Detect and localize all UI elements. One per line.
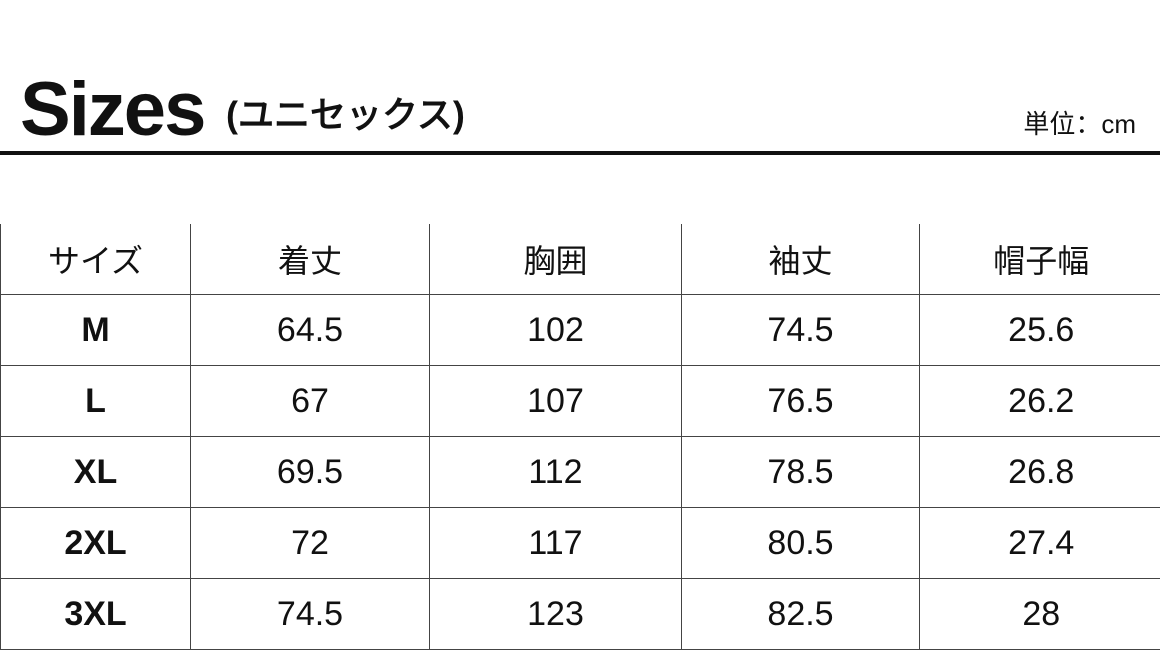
column-header: 帽子幅 — [919, 224, 1160, 295]
unit-label: 単位：cm — [1023, 109, 1136, 139]
size-table: サイズ 着丈 胸囲 袖丈 帽子幅 M 64.5 102 74.5 25.6 L 67 107 7… — [0, 224, 1160, 650]
measurement-cell: 28 — [919, 578, 1160, 650]
size-cell: L — [0, 365, 191, 437]
measurement-cell: 102 — [429, 294, 682, 366]
size-cell: 3XL — [0, 578, 191, 650]
measurement-cell: 69.5 — [190, 436, 430, 508]
page-title: Sizes — [20, 67, 206, 152]
measurement-cell: 64.5 — [190, 294, 430, 366]
table-header-row: サイズ 着丈 胸囲 袖丈 帽子幅 — [0, 224, 1160, 295]
column-header: 胸囲 — [429, 224, 682, 295]
table-row: M 64.5 102 74.5 25.6 — [0, 294, 1160, 366]
measurement-cell: 123 — [429, 578, 682, 650]
table-row: L 67 107 76.5 26.2 — [0, 365, 1160, 437]
measurement-cell: 112 — [429, 436, 682, 508]
measurement-cell: 26.8 — [919, 436, 1160, 508]
title-divider — [0, 151, 1160, 155]
table-row: XL 69.5 112 78.5 26.8 — [0, 436, 1160, 508]
measurement-cell: 80.5 — [681, 507, 920, 579]
measurement-cell: 26.2 — [919, 365, 1160, 437]
measurement-cell: 27.4 — [919, 507, 1160, 579]
column-header: 袖丈 — [681, 224, 920, 295]
measurement-cell: 74.5 — [681, 294, 920, 366]
measurement-cell: 117 — [429, 507, 682, 579]
table-row: 2XL 72 117 80.5 27.4 — [0, 507, 1160, 579]
size-cell: XL — [0, 436, 191, 508]
measurement-cell: 82.5 — [681, 578, 920, 650]
column-header: 着丈 — [190, 224, 430, 295]
column-header: サイズ — [0, 224, 191, 295]
measurement-cell: 76.5 — [681, 365, 920, 437]
table-row: 3XL 74.5 123 82.5 28 — [0, 578, 1160, 650]
measurement-cell: 74.5 — [190, 578, 430, 650]
page-subtitle: (ユニセックス) — [226, 94, 465, 135]
measurement-cell: 25.6 — [919, 294, 1160, 366]
measurement-cell: 78.5 — [681, 436, 920, 508]
measurement-cell: 107 — [429, 365, 682, 437]
size-cell: M — [0, 294, 191, 366]
measurement-cell: 72 — [190, 507, 430, 579]
measurement-cell: 67 — [190, 365, 430, 437]
size-cell: 2XL — [0, 507, 191, 579]
